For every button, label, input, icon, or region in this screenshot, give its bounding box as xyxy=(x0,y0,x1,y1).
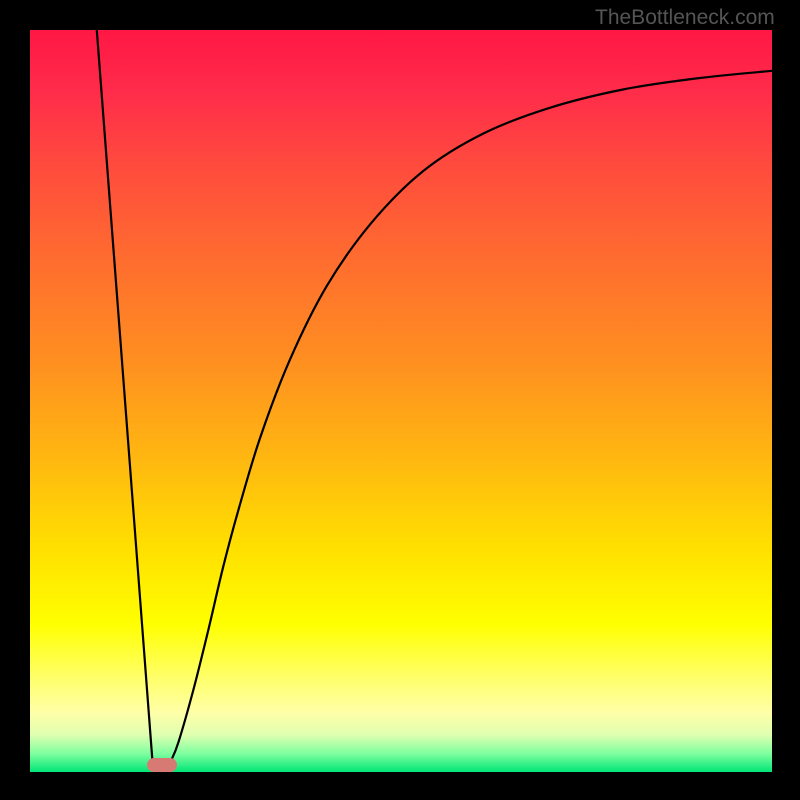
watermark-text: TheBottleneck.com xyxy=(595,6,775,30)
chart-frame: TheBottleneck.com xyxy=(0,0,800,800)
curves-layer xyxy=(30,30,772,772)
optimal-marker xyxy=(147,758,177,772)
plot-area xyxy=(30,30,772,772)
left-curve xyxy=(97,30,153,761)
right-curve xyxy=(171,71,772,761)
